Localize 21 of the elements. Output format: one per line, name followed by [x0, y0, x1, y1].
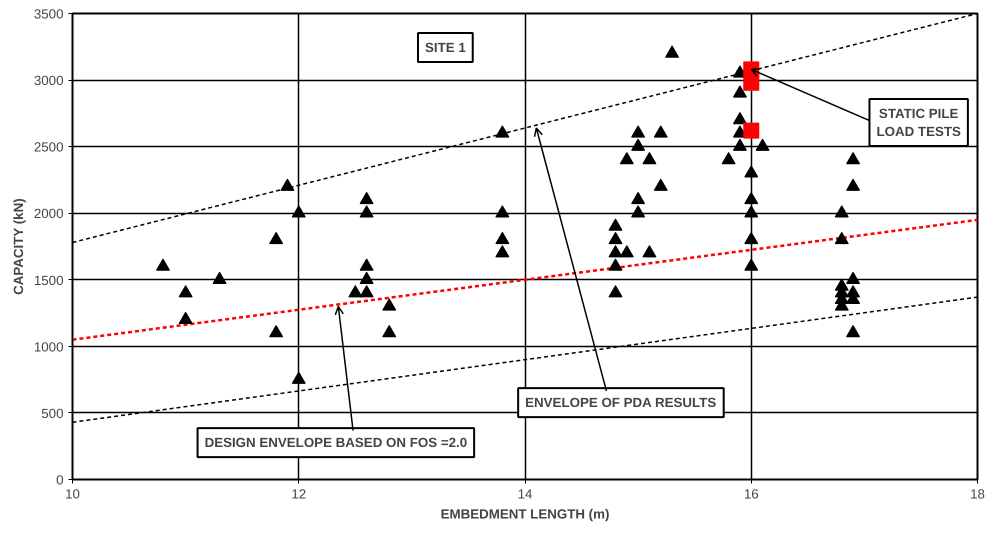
x-tick-label: 16: [744, 486, 759, 502]
y-axis-title: CAPACITY (kN): [10, 198, 26, 295]
annotation: SITE 1: [424, 40, 466, 56]
y-tick-label: 1500: [34, 272, 64, 288]
x-tick-label: 14: [518, 486, 533, 502]
annotation: STATIC PILE LOAD TESTS: [876, 106, 961, 140]
point: [743, 122, 760, 139]
x-tick-label: 10: [65, 486, 80, 502]
y-tick-label: 2500: [34, 140, 64, 155]
y-tick-label: 3000: [34, 73, 64, 88]
y-tick-label: 3500: [34, 6, 64, 22]
annotation: ENVELOPE OF PDA RESULTS: [525, 395, 716, 410]
annotation: DESIGN ENVELOPE BASED ON FOS =2.0: [204, 435, 468, 450]
x-tick-label: 18: [970, 486, 985, 502]
x-axis-title: EMBEDMENT LENGTH (m): [440, 506, 610, 522]
x-tick-label: 12: [291, 486, 306, 502]
y-tick-label: 2000: [34, 206, 64, 222]
y-tick-label: 0: [56, 472, 64, 488]
y-tick-label: 500: [41, 406, 64, 421]
point: [743, 74, 760, 91]
y-tick-label: 1000: [34, 339, 64, 354]
